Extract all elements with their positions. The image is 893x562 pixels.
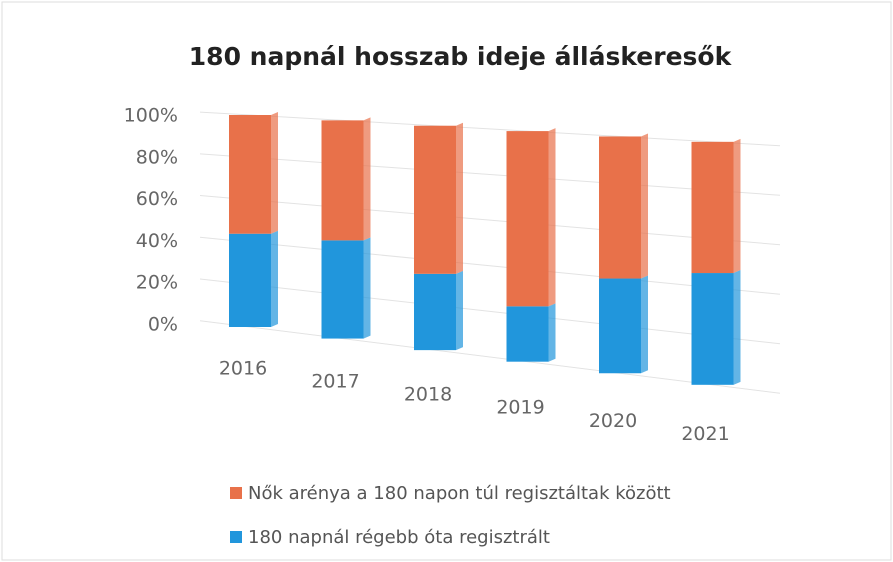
- grid-line: [199, 278, 781, 345]
- y-tick-label: 60%: [136, 188, 178, 210]
- grid-line: [199, 320, 781, 394]
- grid-line: [199, 111, 781, 147]
- x-tick-label: 2017: [311, 371, 359, 393]
- x-tick-label: 2019: [496, 397, 544, 419]
- y-tick-label: 100%: [124, 105, 178, 127]
- bar-side: [733, 138, 741, 274]
- bar: [506, 306, 549, 362]
- grid-line: [199, 195, 781, 246]
- bar-side: [363, 117, 371, 241]
- y-tick-label: 40%: [136, 230, 178, 252]
- bar: [599, 136, 641, 279]
- bar: [321, 240, 364, 339]
- bar-side: [548, 303, 556, 362]
- y-tick-label: 80%: [136, 146, 178, 168]
- legend-swatch: [230, 531, 242, 543]
- chart-title: 180 napnál hosszab ideje álláskeresők: [189, 42, 733, 71]
- bar: [229, 115, 271, 234]
- grid-line: [199, 153, 781, 196]
- bar-side: [456, 122, 463, 274]
- legend-swatch: [230, 487, 242, 499]
- bar-side: [641, 133, 648, 279]
- bar-side: [271, 230, 278, 327]
- bar: [691, 273, 734, 385]
- grid-line: [199, 236, 781, 295]
- bar: [321, 120, 364, 241]
- x-tick-label: 2016: [219, 358, 267, 380]
- legend-label: 180 napnál régebb óta regisztrált: [248, 527, 550, 548]
- bar: [229, 233, 271, 327]
- x-tick-label: 2021: [681, 423, 729, 445]
- x-tick-label: 2018: [404, 384, 452, 406]
- bar: [691, 141, 734, 274]
- bar-side: [733, 270, 741, 385]
- y-tick-label: 20%: [136, 272, 178, 294]
- bar: [414, 273, 456, 351]
- bar: [506, 131, 549, 307]
- bar: [599, 278, 641, 374]
- bar-side: [548, 128, 556, 307]
- bar-side: [641, 275, 648, 374]
- bar-side: [363, 237, 371, 339]
- bar-side: [456, 270, 463, 351]
- y-tick-label: 0%: [148, 313, 178, 335]
- bar: [414, 125, 456, 274]
- x-tick-label: 2020: [589, 410, 637, 432]
- bar-side: [271, 112, 278, 234]
- legend-label: Nők arénya a 180 napon túl regisztáltak …: [248, 483, 671, 504]
